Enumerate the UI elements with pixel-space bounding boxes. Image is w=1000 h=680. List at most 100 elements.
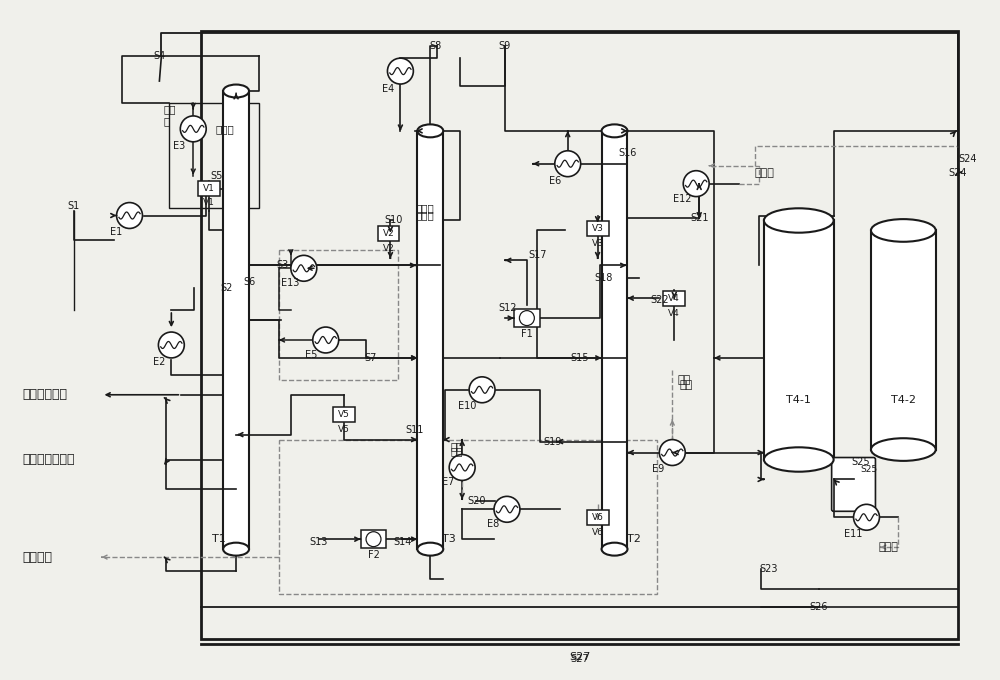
Text: S4: S4 [153,51,166,61]
Text: S11: S11 [405,424,424,435]
Text: S16: S16 [618,148,637,158]
Circle shape [117,203,142,228]
Ellipse shape [764,447,834,472]
Circle shape [854,505,879,530]
Text: S5: S5 [210,171,222,181]
Text: 不凝气: 不凝气 [215,124,234,134]
Text: 冷却: 冷却 [163,104,176,114]
Text: V3: V3 [592,224,604,233]
Text: 不凝气: 不凝气 [415,203,434,214]
Text: 蒸汽: 蒸汽 [677,375,691,385]
Text: V2: V2 [383,229,394,238]
Bar [514,309,540,327]
Circle shape [469,377,495,403]
Text: S2: S2 [220,283,232,293]
Bar [378,226,399,241]
Text: S27: S27 [569,651,590,662]
Bar [871,231,936,449]
Text: E10: E10 [458,401,476,411]
Text: E12: E12 [673,194,692,203]
Text: S21: S21 [690,214,708,224]
Text: V4: V4 [668,294,680,303]
Bar [602,131,627,549]
Text: E3: E3 [173,141,185,151]
Text: S12: S12 [499,303,517,313]
Circle shape [291,256,317,282]
Circle shape [180,116,206,142]
Text: S14: S14 [393,537,412,547]
Text: V1: V1 [203,184,215,193]
Ellipse shape [871,438,936,461]
FancyBboxPatch shape [832,458,875,511]
Text: S24: S24 [949,168,967,177]
Text: S6: S6 [243,277,255,287]
Text: 蒸汽: 蒸汽 [679,380,693,390]
Text: E5: E5 [305,350,317,360]
Text: S15: S15 [570,353,589,363]
Text: S19: S19 [544,437,562,447]
Circle shape [313,327,339,353]
Text: S25: S25 [860,465,877,474]
Text: V5: V5 [338,410,350,419]
Circle shape [555,151,581,177]
Bar [587,510,609,525]
Ellipse shape [602,124,627,137]
Bar [223,91,249,549]
Circle shape [387,58,413,84]
Text: S23: S23 [760,564,778,574]
Bar [169,103,259,207]
Text: 冷却水: 冷却水 [878,542,898,552]
Text: V3: V3 [592,239,604,248]
Text: T3: T3 [442,534,456,544]
Text: V2: V2 [383,244,394,253]
Bar [361,530,386,548]
Bar [663,291,685,305]
Text: T4-2: T4-2 [891,395,916,405]
Text: E13: E13 [281,278,299,288]
Text: E8: E8 [487,520,499,529]
Text: S27: S27 [570,653,589,664]
Circle shape [449,454,475,481]
Text: E1: E1 [110,227,123,237]
Text: V4: V4 [668,309,680,318]
Text: 蒸汽: 蒸汽 [450,447,463,456]
Circle shape [659,439,685,466]
Text: T1: T1 [212,534,226,544]
Ellipse shape [417,124,443,137]
Text: S8: S8 [429,41,441,51]
Text: T2: T2 [627,534,641,544]
Text: V5: V5 [338,425,350,434]
Text: S18: S18 [594,273,613,284]
Circle shape [158,332,184,358]
Ellipse shape [223,543,249,556]
Text: E2: E2 [153,357,166,367]
Text: S20: S20 [468,496,486,507]
Bar [417,131,443,549]
Text: S25: S25 [851,456,870,466]
Text: E11: E11 [844,529,863,539]
Text: F1: F1 [521,329,533,339]
Text: F2: F2 [368,550,379,560]
Ellipse shape [764,208,834,233]
Text: E6: E6 [549,175,561,186]
Text: S22: S22 [650,295,669,305]
Text: E9: E9 [652,464,664,475]
Text: S9: S9 [499,41,511,51]
Text: S10: S10 [384,216,403,226]
Bar [764,220,834,460]
Circle shape [683,171,709,197]
Text: S24: S24 [958,154,977,164]
Text: E7: E7 [442,477,454,488]
Text: S1: S1 [68,201,80,211]
Ellipse shape [417,543,443,556]
Ellipse shape [871,219,936,242]
Text: V6: V6 [592,528,604,537]
Bar [587,221,609,236]
Ellipse shape [223,84,249,97]
Text: V1: V1 [203,198,215,207]
Bar [279,250,398,380]
Text: V6: V6 [592,513,604,522]
Bar [201,31,958,639]
Ellipse shape [602,543,627,556]
Bar [198,181,220,196]
